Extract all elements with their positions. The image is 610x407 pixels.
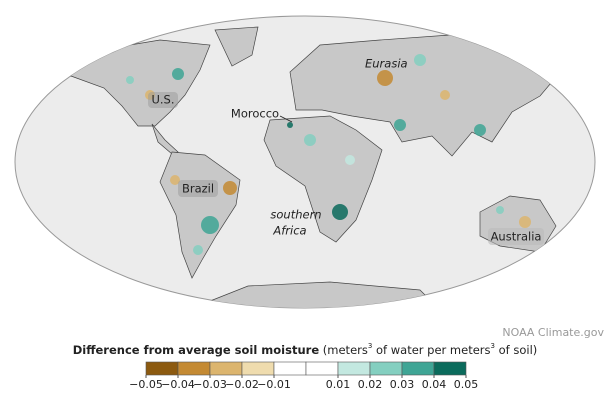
tick-label: −0.03	[193, 378, 227, 391]
label-box	[148, 92, 178, 108]
legend-swatch	[145, 361, 179, 376]
legend-units: of soil)	[495, 343, 537, 357]
legend-swatch	[241, 361, 275, 376]
tick-label: 0.04	[422, 378, 447, 391]
tick-label: 0.01	[326, 378, 351, 391]
legend-swatch	[369, 361, 403, 376]
greenland	[214, 26, 259, 67]
moisture-anomalies	[126, 54, 531, 255]
africa	[263, 115, 383, 243]
continents	[59, 26, 563, 308]
eurasia	[289, 34, 563, 157]
legend-units: of water per meters	[372, 343, 490, 357]
map-label: Australia	[491, 230, 542, 244]
credit: NOAA Climate.gov	[502, 326, 604, 339]
tick-label: −0.05	[129, 378, 163, 391]
legend-units: 3	[368, 342, 372, 350]
leader-line	[279, 115, 293, 123]
tick-label: 0.02	[358, 378, 383, 391]
legend-title: Difference from average soil moisture (m…	[73, 342, 538, 357]
legend-swatch	[337, 361, 371, 376]
tick-label: −0.01	[257, 378, 291, 391]
legend-swatch	[401, 361, 435, 376]
label-box	[178, 180, 218, 197]
legend-swatch	[433, 361, 467, 376]
map-label: Morocco	[231, 107, 279, 121]
legend-swatch	[305, 361, 339, 376]
legend-swatch	[177, 361, 211, 376]
tick-label: −0.02	[225, 378, 259, 391]
color-scale: −0.05−0.04−0.03−0.02−0.01 0.01 0.02 0.03 0.0…	[129, 361, 479, 391]
map-label: Africa	[272, 224, 306, 238]
tick-label: −0.04	[161, 378, 195, 391]
tick-label: 0.03	[390, 378, 415, 391]
map-label: southern	[270, 208, 321, 222]
map-label: Eurasia	[365, 57, 408, 71]
map-label: Brazil	[182, 182, 214, 196]
label-box	[488, 228, 544, 245]
legend-title-main: Difference from average soil moisture	[73, 343, 320, 357]
legend-units: 3	[491, 342, 495, 350]
tick-label: 0.05	[454, 378, 479, 391]
legend-swatch	[273, 361, 307, 376]
legend-swatch	[209, 361, 243, 376]
map-label: U.S.	[151, 93, 174, 107]
legend-units: (meters	[319, 343, 368, 357]
